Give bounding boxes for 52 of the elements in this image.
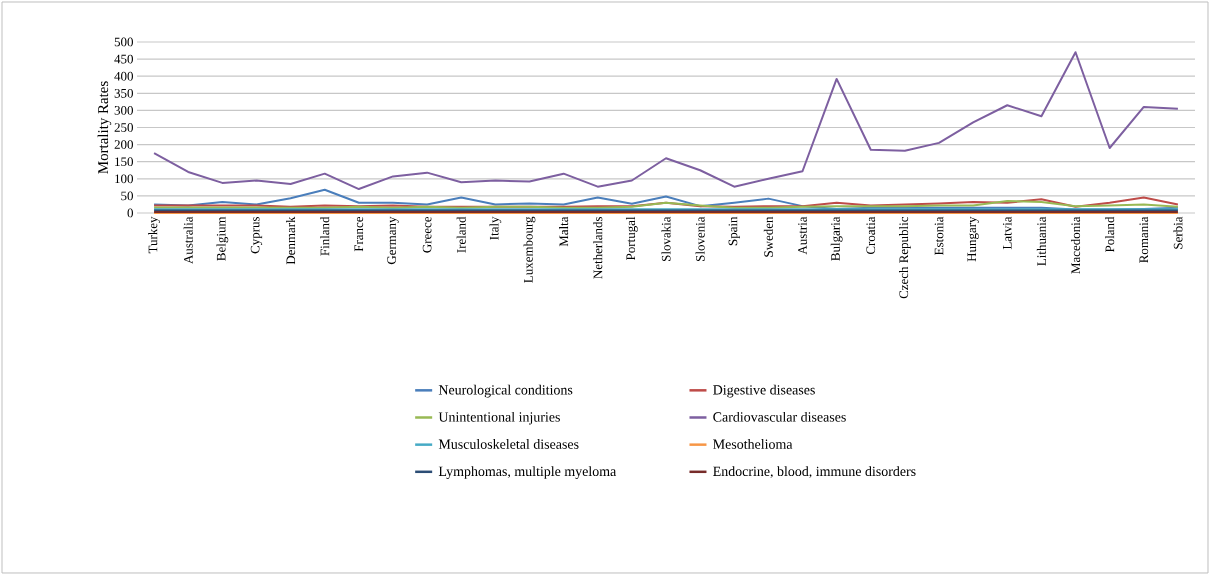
y-tick-label: 350 — [114, 88, 133, 98]
x-tick-label: Bulgaria — [830, 216, 843, 261]
x-tick-label: Slovenia — [695, 216, 705, 261]
x-tick-label: Sweden — [763, 216, 773, 257]
x-tick-label: Poland — [1105, 216, 1115, 253]
legend-label: Neurological conditions — [438, 384, 573, 398]
x-tick-label: Hungary — [967, 216, 979, 262]
x-tick-label: Spain — [728, 216, 740, 246]
x-tick-label: Netherlands — [593, 216, 603, 279]
x-tick-label: Greece — [422, 216, 432, 253]
x-tick-label: Latvia — [1002, 216, 1012, 250]
x-tick-label: Belgium — [216, 216, 229, 261]
x-tick-label: Cyprus — [250, 216, 263, 254]
y-tick-label: 400 — [114, 71, 133, 81]
x-tick-label: France — [354, 216, 364, 252]
y-tick-label: 200 — [114, 140, 133, 149]
y-tick-label: 50 — [121, 191, 133, 201]
x-tick-label: Finland — [320, 216, 330, 256]
x-tick-label: Croatia — [866, 216, 876, 255]
line-series — [153, 51, 1179, 191]
x-tick-label: Luxembourg — [523, 216, 536, 283]
x-tick-label: Romania — [1139, 216, 1149, 263]
x-tick-label: Austria — [798, 216, 807, 255]
x-tick-label: Italy — [489, 216, 502, 240]
x-tick-label: Czech Republic — [899, 216, 911, 299]
x-tick-label: Serbia — [1173, 216, 1183, 249]
x-tick-label: Macedonia — [1070, 216, 1081, 274]
x-tick-label: Portugal — [625, 216, 638, 261]
y-tick-label: 100 — [115, 174, 133, 184]
legend-label: Digestive diseases — [713, 384, 815, 398]
y-tick-label: 0 — [127, 208, 133, 218]
legend-label: Cardiovascular diseases — [713, 411, 846, 422]
x-tick-label: Denmark — [286, 216, 296, 265]
x-tick-label: Turkey — [148, 216, 160, 254]
x-tick-label: Slovakia — [661, 216, 671, 261]
y-tick-label: 450 — [114, 54, 133, 64]
x-tick-label: Lithuania — [1036, 216, 1046, 266]
x-tick-label: Ireland — [456, 216, 466, 253]
y-tick-label: 150 — [115, 157, 133, 167]
y-tick-label: 300 — [114, 106, 133, 115]
x-tick-label: Australia — [183, 216, 193, 264]
legend-label: Endocrine, blood, immune disorders — [713, 466, 916, 479]
legend-label: Unintentional injuries — [438, 411, 560, 425]
legend-label: Mesothelioma — [713, 439, 793, 449]
legend-label: Musculoskeletal diseases — [438, 439, 579, 449]
y-axis-title: Mortality Rates — [97, 81, 112, 174]
legend-label: Lymphomas, multiple myeloma — [438, 466, 617, 479]
x-tick-label: Germany — [387, 216, 399, 265]
x-tick-label: Estonia — [934, 216, 944, 255]
y-tick-label: 500 — [114, 37, 133, 47]
y-tick-label: 250 — [114, 123, 133, 132]
x-tick-label: Malta — [559, 216, 569, 247]
